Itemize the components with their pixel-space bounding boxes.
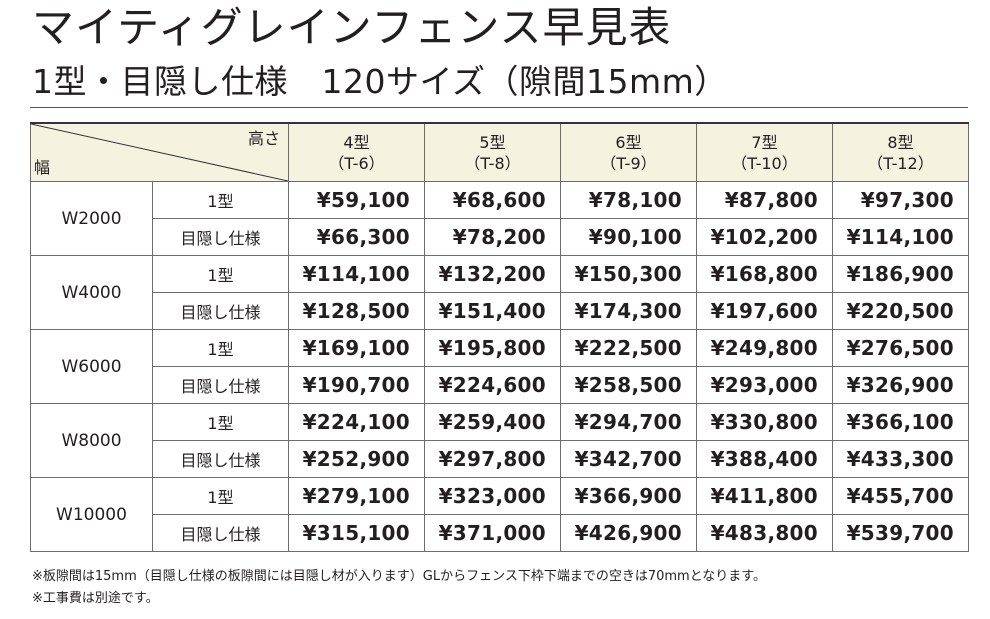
price-cell: ¥114,100 xyxy=(288,255,425,293)
price-cell: ¥326,900 xyxy=(832,366,969,404)
page-title: マイティグレインフェンス早見表 xyxy=(32,3,672,52)
column-header: 4型 （T-6） xyxy=(288,122,425,182)
price-cell: ¥222,500 xyxy=(560,329,697,367)
diagonal-line-icon xyxy=(31,124,288,181)
spec-cell: 目隠し仕様 xyxy=(152,218,289,256)
width-cell: W2000 xyxy=(30,181,153,256)
price-cell: ¥114,100 xyxy=(832,218,969,256)
price-cell: ¥252,900 xyxy=(288,440,425,478)
footnotes: ※板隙間は15mm（目隠し仕様の板隙間には目隠し材が入ります）GLからフェンス下… xyxy=(32,566,766,610)
price-cell: ¥297,800 xyxy=(424,440,561,478)
price-cell: ¥78,100 xyxy=(560,181,697,219)
price-cell: ¥483,800 xyxy=(696,514,833,552)
table-row: W6000 1型 ¥169,100 ¥195,800 ¥222,500 ¥249,800 ¥… xyxy=(30,329,969,404)
price-cell: ¥366,100 xyxy=(832,403,969,441)
spec-cell: 1型 xyxy=(152,329,289,367)
price-cell: ¥169,100 xyxy=(288,329,425,367)
column-header: 8型 （T-12） xyxy=(832,122,969,182)
table-row: 目隠し仕様 ¥252,900 ¥297,800 ¥342,700 ¥388,400 ¥43… xyxy=(31,440,969,478)
price-cell: ¥330,800 xyxy=(696,403,833,441)
price-cell: ¥388,400 xyxy=(696,440,833,478)
footnote: ※工事費は別途です。 xyxy=(32,591,159,606)
spec-cell: 目隠し仕様 xyxy=(152,366,289,404)
column-header: 5型 （T-8） xyxy=(424,122,561,182)
spec-cell: 目隠し仕様 xyxy=(152,440,289,478)
table-row: 目隠し仕様 ¥66,300 ¥78,200 ¥90,100 ¥102,200 ¥114,1… xyxy=(31,218,969,256)
table-row: 目隠し仕様 ¥315,100 ¥371,000 ¥426,900 ¥483,800 ¥53… xyxy=(31,514,969,552)
price-cell: ¥249,800 xyxy=(696,329,833,367)
price-cell: ¥411,800 xyxy=(696,477,833,515)
spec-cell: 目隠し仕様 xyxy=(152,292,289,330)
table-row: 目隠し仕様 ¥190,700 ¥224,600 ¥258,500 ¥293,000 ¥32… xyxy=(31,366,969,404)
price-cell: ¥220,500 xyxy=(832,292,969,330)
price-cell: ¥539,700 xyxy=(832,514,969,552)
price-cell: ¥59,100 xyxy=(288,181,425,219)
price-cell: ¥190,700 xyxy=(288,366,425,404)
title-divider xyxy=(30,107,968,108)
column-header: 7型 （T-10） xyxy=(696,122,833,182)
price-cell: ¥258,500 xyxy=(560,366,697,404)
price-cell: ¥87,800 xyxy=(696,181,833,219)
price-cell: ¥366,900 xyxy=(560,477,697,515)
price-cell: ¥186,900 xyxy=(832,255,969,293)
price-table: 高さ 幅 4型 （T-6） 5型 （T-8） 6型 （T-9） 7型 （T-10） 8型… xyxy=(30,122,969,552)
price-cell: ¥342,700 xyxy=(560,440,697,478)
width-cell: W4000 xyxy=(30,255,153,330)
height-label: 高さ xyxy=(247,129,280,148)
footnote: ※板隙間は15mm（目隠し仕様の板隙間には目隠し材が入ります）GLからフェンス下… xyxy=(32,569,766,584)
price-cell: ¥455,700 xyxy=(832,477,969,515)
page-subtitle: 1型・目隠し仕様 120サイズ（隙間15mm） xyxy=(32,62,728,101)
price-cell: ¥294,700 xyxy=(560,403,697,441)
spec-cell: 1型 xyxy=(152,403,289,441)
spec-cell: 1型 xyxy=(152,477,289,515)
price-cell: ¥150,300 xyxy=(560,255,697,293)
table-row: W8000 1型 ¥224,100 ¥259,400 ¥294,700 ¥330,800 ¥… xyxy=(30,403,969,478)
price-cell: ¥279,100 xyxy=(288,477,425,515)
price-cell: ¥426,900 xyxy=(560,514,697,552)
price-cell: ¥433,300 xyxy=(832,440,969,478)
price-cell: ¥259,400 xyxy=(424,403,561,441)
price-cell: ¥78,200 xyxy=(424,218,561,256)
price-cell: ¥224,100 xyxy=(288,403,425,441)
width-cell: W6000 xyxy=(30,329,153,404)
width-label: 幅 xyxy=(34,158,51,177)
price-cell: ¥293,000 xyxy=(696,366,833,404)
price-cell: ¥97,300 xyxy=(832,181,969,219)
price-cell: ¥66,300 xyxy=(288,218,425,256)
table-row: W4000 1型 ¥114,100 ¥132,200 ¥150,300 ¥168,800 ¥… xyxy=(30,255,969,330)
price-cell: ¥90,100 xyxy=(560,218,697,256)
price-cell: ¥197,600 xyxy=(696,292,833,330)
price-cell: ¥315,100 xyxy=(288,514,425,552)
price-cell: ¥323,000 xyxy=(424,477,561,515)
price-cell: ¥371,000 xyxy=(424,514,561,552)
corner-cell: 高さ 幅 xyxy=(30,122,289,182)
price-cell: ¥276,500 xyxy=(832,329,969,367)
price-cell: ¥102,200 xyxy=(696,218,833,256)
table-row: 目隠し仕様 ¥128,500 ¥151,400 ¥174,300 ¥197,600 ¥22… xyxy=(31,292,969,330)
spec-cell: 目隠し仕様 xyxy=(152,514,289,552)
price-cell: ¥224,600 xyxy=(424,366,561,404)
table-row: W2000 1型 ¥59,100 ¥68,600 ¥78,100 ¥87,800 ¥97,3… xyxy=(30,181,969,256)
spec-cell: 1型 xyxy=(152,255,289,293)
price-cell: ¥195,800 xyxy=(424,329,561,367)
price-cell: ¥168,800 xyxy=(696,255,833,293)
price-cell: ¥128,500 xyxy=(288,292,425,330)
price-cell: ¥151,400 xyxy=(424,292,561,330)
width-cell: W10000 xyxy=(30,477,153,552)
price-cell: ¥174,300 xyxy=(560,292,697,330)
table-row: W10000 1型 ¥279,100 ¥323,000 ¥366,900 ¥411,800… xyxy=(30,477,969,552)
column-header: 6型 （T-9） xyxy=(560,122,697,182)
spec-cell: 1型 xyxy=(152,181,289,219)
header-row: 高さ 幅 4型 （T-6） 5型 （T-8） 6型 （T-9） 7型 （T-10） 8型… xyxy=(30,122,969,182)
width-cell: W8000 xyxy=(30,403,153,478)
price-cell: ¥132,200 xyxy=(424,255,561,293)
price-cell: ¥68,600 xyxy=(424,181,561,219)
